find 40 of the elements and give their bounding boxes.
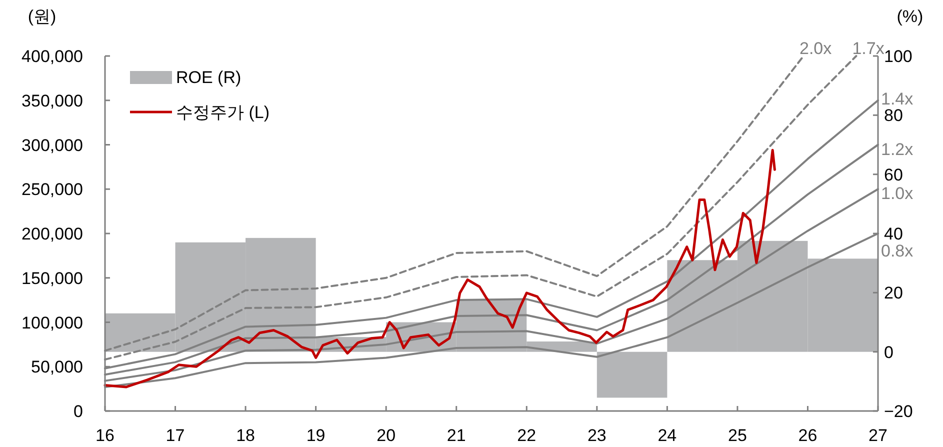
y-tick-label: 100,000: [22, 313, 83, 332]
x-tick-label: 24: [658, 426, 677, 445]
x-tick-label: 18: [236, 426, 256, 445]
y-tick-label: 200,000: [22, 224, 83, 244]
y-tick-label: 150,000: [22, 268, 83, 288]
series-label: 1.7x: [852, 39, 885, 58]
series-label: 1.2x: [881, 140, 914, 159]
x-tick-label: 23: [587, 426, 606, 445]
y2-tick-label: 80: [884, 106, 903, 126]
y2-tick-label: 20: [884, 284, 903, 303]
series-label: 0.8x: [881, 242, 914, 260]
x-tick-label: 25: [728, 426, 747, 445]
x-tick-label: 16: [96, 426, 114, 445]
legend-label: 수정주가 (L): [176, 103, 270, 122]
x-tick-label: 26: [798, 426, 818, 445]
bar: [596, 352, 668, 398]
y2-tick-label: 0: [884, 342, 894, 362]
x-tick-label: 21: [446, 426, 466, 445]
series-label: 1.4x: [881, 89, 914, 108]
series-label: 1.0x: [881, 184, 914, 204]
y2-axis-title: (%): [896, 7, 924, 26]
series-label: 2.0x: [800, 39, 832, 58]
y2-tick-label: 40: [884, 224, 903, 244]
y2-tick-label: 100: [884, 47, 912, 66]
y-tick-label: 300,000: [22, 136, 83, 155]
y2-tick-label: −20: [884, 402, 913, 421]
y-tick-label: 50,000: [31, 358, 83, 377]
x-tick-label: 20: [376, 426, 396, 445]
y-tick-label: 250,000: [22, 180, 83, 200]
y-tick-label: 350,000: [22, 91, 83, 110]
y-axis-title: (원): [28, 7, 56, 26]
y2-tick-label: 60: [884, 165, 903, 184]
x-tick-label: 27: [868, 426, 888, 445]
y-tick-label: 0: [74, 402, 83, 421]
x-tick-label: 19: [306, 426, 326, 445]
x-tick-label: 22: [517, 426, 536, 445]
x-tick-label: 17: [166, 426, 185, 445]
line-series: [104, 148, 776, 388]
legend-label: ROE (R): [176, 68, 242, 87]
y-tick-label: 400,000: [22, 47, 83, 66]
